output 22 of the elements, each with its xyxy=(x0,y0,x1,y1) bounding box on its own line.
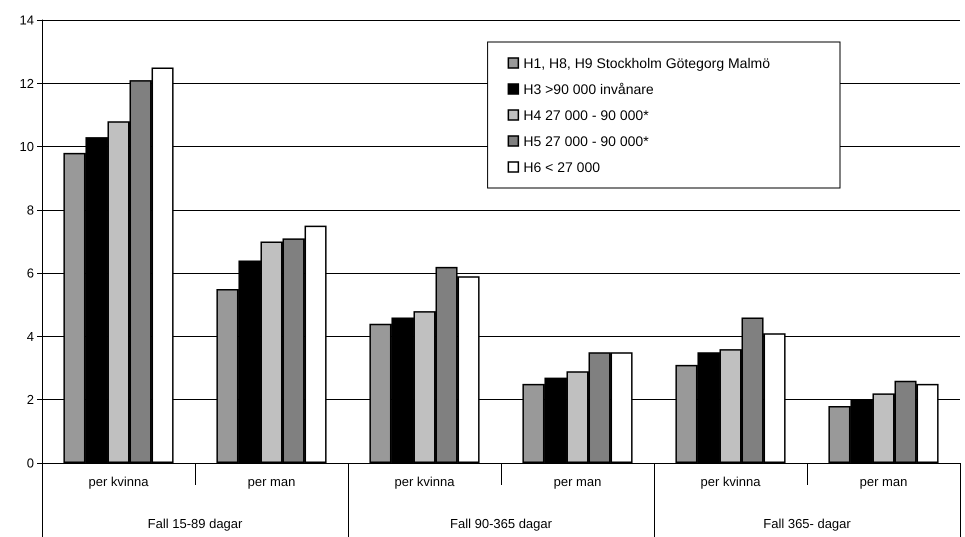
x-tick-label: per kvinna xyxy=(700,474,762,489)
y-tick-label: 0 xyxy=(26,456,34,470)
text: Fall 90-365 dagar xyxy=(450,516,553,531)
y-tick-label: 4 xyxy=(26,328,34,344)
legend-label: H3 >90 000 invånare xyxy=(523,81,654,97)
legend-label: H6 < 27 000 xyxy=(523,159,600,175)
x-tick-label: per man xyxy=(248,474,296,489)
text: Fall 15-89 dagar xyxy=(148,516,244,531)
x-tick-label: per man xyxy=(860,474,908,489)
x-tick-label: per kvinna xyxy=(394,474,456,489)
y-tick-label: 14 xyxy=(20,12,34,28)
y-tick-label: 8 xyxy=(26,202,34,218)
x-tick-label: per man xyxy=(554,474,602,489)
legend-label: H1, H8, H9 Stockholm Götegorg Malmö xyxy=(523,55,770,71)
text: Fall 365- dagar xyxy=(763,516,852,531)
y-tick-label: 2 xyxy=(26,392,34,408)
legend-label: H5 27 000 - 90 000* xyxy=(523,133,650,149)
y-tick-label: 12 xyxy=(20,76,34,91)
legend-label: H4 27 000 - 90 000* xyxy=(523,107,650,123)
x-tick-label: per kvinna xyxy=(88,474,150,489)
y-tick-label: 6 xyxy=(26,266,34,281)
y-tick-label: 10 xyxy=(20,139,34,154)
